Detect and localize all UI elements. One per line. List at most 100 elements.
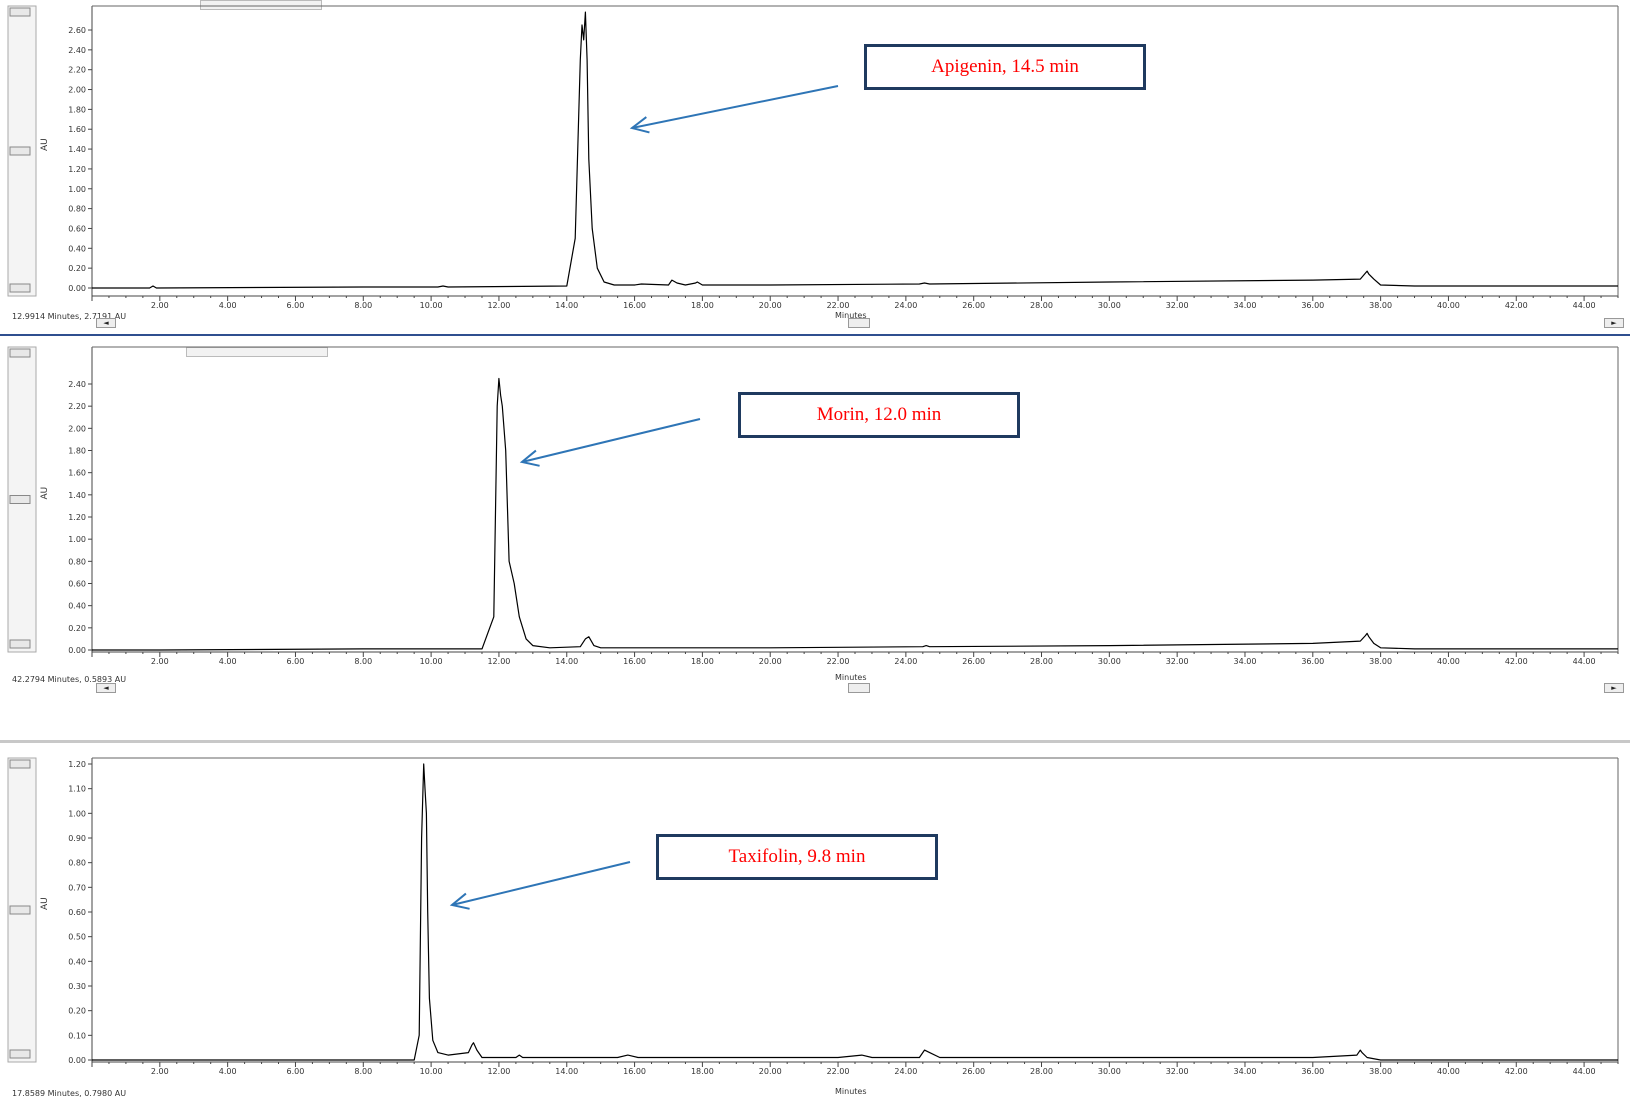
x-tick-label: 20.00	[759, 1067, 782, 1076]
x-tick-label: 28.00	[1030, 301, 1053, 310]
annotation-taxifolin: Taxifolin, 9.8 min	[656, 834, 938, 880]
x-tick-label: 14.00	[555, 301, 578, 310]
scroll-left-button[interactable]: ◄	[96, 318, 116, 328]
annotation-arrow	[451, 861, 631, 906]
x-tick-label: 2.00	[151, 301, 169, 310]
x-tick-label: 38.00	[1369, 657, 1392, 666]
y-tick-label: 0.60	[68, 580, 86, 589]
x-tick-label: 8.00	[354, 1067, 372, 1076]
series-line	[92, 377, 1618, 651]
scroll-thumb[interactable]	[848, 318, 870, 328]
y-tick-label: 1.20	[68, 165, 86, 174]
x-tick-label: 38.00	[1369, 1067, 1392, 1076]
panel-divider	[0, 740, 1630, 743]
chromatogram-2: AU 0.00 0.20 0.40 0.60 0.80 1.00 1.20 1.40 1.60 1.…	[7, 346, 1619, 666]
chromatogram-1: AU 0.00 0.20 0.40 0.60 0.80 1.00 1.20 1.40 1.60 1.…	[7, 5, 1619, 310]
arrow-head-icon	[629, 116, 650, 134]
y-tick-label: 1.00	[68, 809, 86, 818]
y-tick-label: 0.60	[68, 224, 86, 233]
x-tick-label: 34.00	[1234, 1067, 1257, 1076]
y-tick-label: 0.00	[68, 284, 86, 293]
x-tick-label: 36.00	[1301, 1067, 1324, 1076]
y-tick-label: 0.50	[68, 933, 86, 942]
x-axis-label: Minutes	[835, 311, 867, 320]
x-tick-label: 4.00	[219, 1067, 237, 1076]
x-tick-label: 14.00	[555, 657, 578, 666]
y-tick-label: 2.40	[68, 46, 86, 55]
x-tick-label: 20.00	[759, 301, 782, 310]
x-tick-label: 12.00	[487, 1067, 510, 1076]
y-tick-label: 0.80	[68, 205, 86, 214]
x-tick-label: 22.00	[827, 1067, 850, 1076]
arrow-head-icon	[449, 892, 470, 910]
y-tick-label: 0.60	[68, 908, 86, 917]
y-tick-label: 2.60	[68, 26, 86, 35]
y-tick-label: 2.20	[68, 66, 86, 75]
y-tick-label: 2.00	[68, 86, 86, 95]
x-tick-label: 44.00	[1573, 1067, 1596, 1076]
x-tick-label: 30.00	[1098, 301, 1121, 310]
x-tick-label: 8.00	[354, 657, 372, 666]
scroll-down-button	[9, 639, 31, 649]
x-tick-label: 44.00	[1573, 301, 1596, 310]
y-tick-label: 1.20	[68, 760, 86, 769]
x-axis-label: Minutes	[835, 1087, 867, 1096]
cursor-readout: 17.8589 Minutes, 0.7980 AU	[12, 1089, 127, 1098]
scroll-thumb	[9, 495, 31, 504]
x-tick-label: 26.00	[962, 301, 985, 310]
series-line	[92, 11, 1618, 289]
y-tick-label: 0.30	[68, 982, 86, 991]
x-tick-label: 22.00	[827, 301, 850, 310]
annotation-apigenin: Apigenin, 14.5 min	[864, 44, 1146, 90]
annotation-arrow	[631, 85, 839, 129]
x-tick-label: 28.00	[1030, 657, 1053, 666]
x-tick-label: 24.00	[894, 1067, 917, 1076]
x-tick-label: 6.00	[287, 1067, 305, 1076]
x-tick-label: 30.00	[1098, 1067, 1121, 1076]
y-axis-label: AU	[40, 138, 50, 151]
y-tick-label: 0.00	[68, 646, 86, 655]
x-tick-label: 20.00	[759, 657, 782, 666]
chromatogram-3: AU 0.00 0.10 0.20 0.30 0.40 0.50 0.60 0.70 0.80 0.…	[7, 757, 1619, 1076]
scroll-right-button[interactable]: ►	[1604, 683, 1624, 693]
x-tick-label: 42.00	[1505, 657, 1528, 666]
y-tick-label: 0.70	[68, 883, 86, 892]
scroll-left-button[interactable]: ◄	[96, 683, 116, 693]
x-tick-label: 12.00	[487, 301, 510, 310]
x-tick-label: 40.00	[1437, 1067, 1460, 1076]
x-tick-label: 6.00	[287, 301, 305, 310]
y-tick-label: 0.10	[68, 1031, 86, 1040]
x-axis-label: Minutes	[835, 673, 867, 682]
x-tick-label: 36.00	[1301, 657, 1324, 666]
x-tick-label: 34.00	[1234, 657, 1257, 666]
scroll-up-button	[9, 7, 31, 17]
x-tick-label: 18.00	[691, 657, 714, 666]
x-tick-label: 24.00	[894, 657, 917, 666]
scroll-up-button	[9, 759, 31, 769]
y-tick-label: 0.20	[68, 264, 86, 273]
y-tick-label: 1.20	[68, 513, 86, 522]
x-tick-label: 32.00	[1166, 1067, 1189, 1076]
y-axis-label: AU	[40, 487, 50, 500]
annotation-arrow	[521, 418, 701, 463]
scroll-thumb[interactable]	[848, 683, 870, 693]
y-tick-label: 2.00	[68, 424, 86, 433]
y-tick-label: 1.80	[68, 105, 86, 114]
y-tick-label: 0.00	[68, 1056, 86, 1065]
x-tick-label: 18.00	[691, 1067, 714, 1076]
arrow-head-icon	[519, 449, 540, 467]
y-tick-label: 2.20	[68, 402, 86, 411]
scroll-right-button[interactable]: ►	[1604, 318, 1624, 328]
y-tick-label: 0.80	[68, 859, 86, 868]
x-tick-label: 10.00	[420, 1067, 443, 1076]
x-tick-label: 16.00	[623, 301, 646, 310]
y-tick-label: 1.00	[68, 185, 86, 194]
x-tick-label: 16.00	[623, 1067, 646, 1076]
x-tick-label: 8.00	[354, 301, 372, 310]
y-tick-label: 1.80	[68, 447, 86, 456]
y-tick-label: 0.40	[68, 244, 86, 253]
x-tick-label: 30.00	[1098, 657, 1121, 666]
chromatogram-panel-3: AU 0.00 0.10 0.20 0.30 0.40 0.50 0.60 0.70 0.80 0.…	[0, 744, 1630, 1100]
x-tick-label: 40.00	[1437, 657, 1460, 666]
x-tick-label: 6.00	[287, 657, 305, 666]
